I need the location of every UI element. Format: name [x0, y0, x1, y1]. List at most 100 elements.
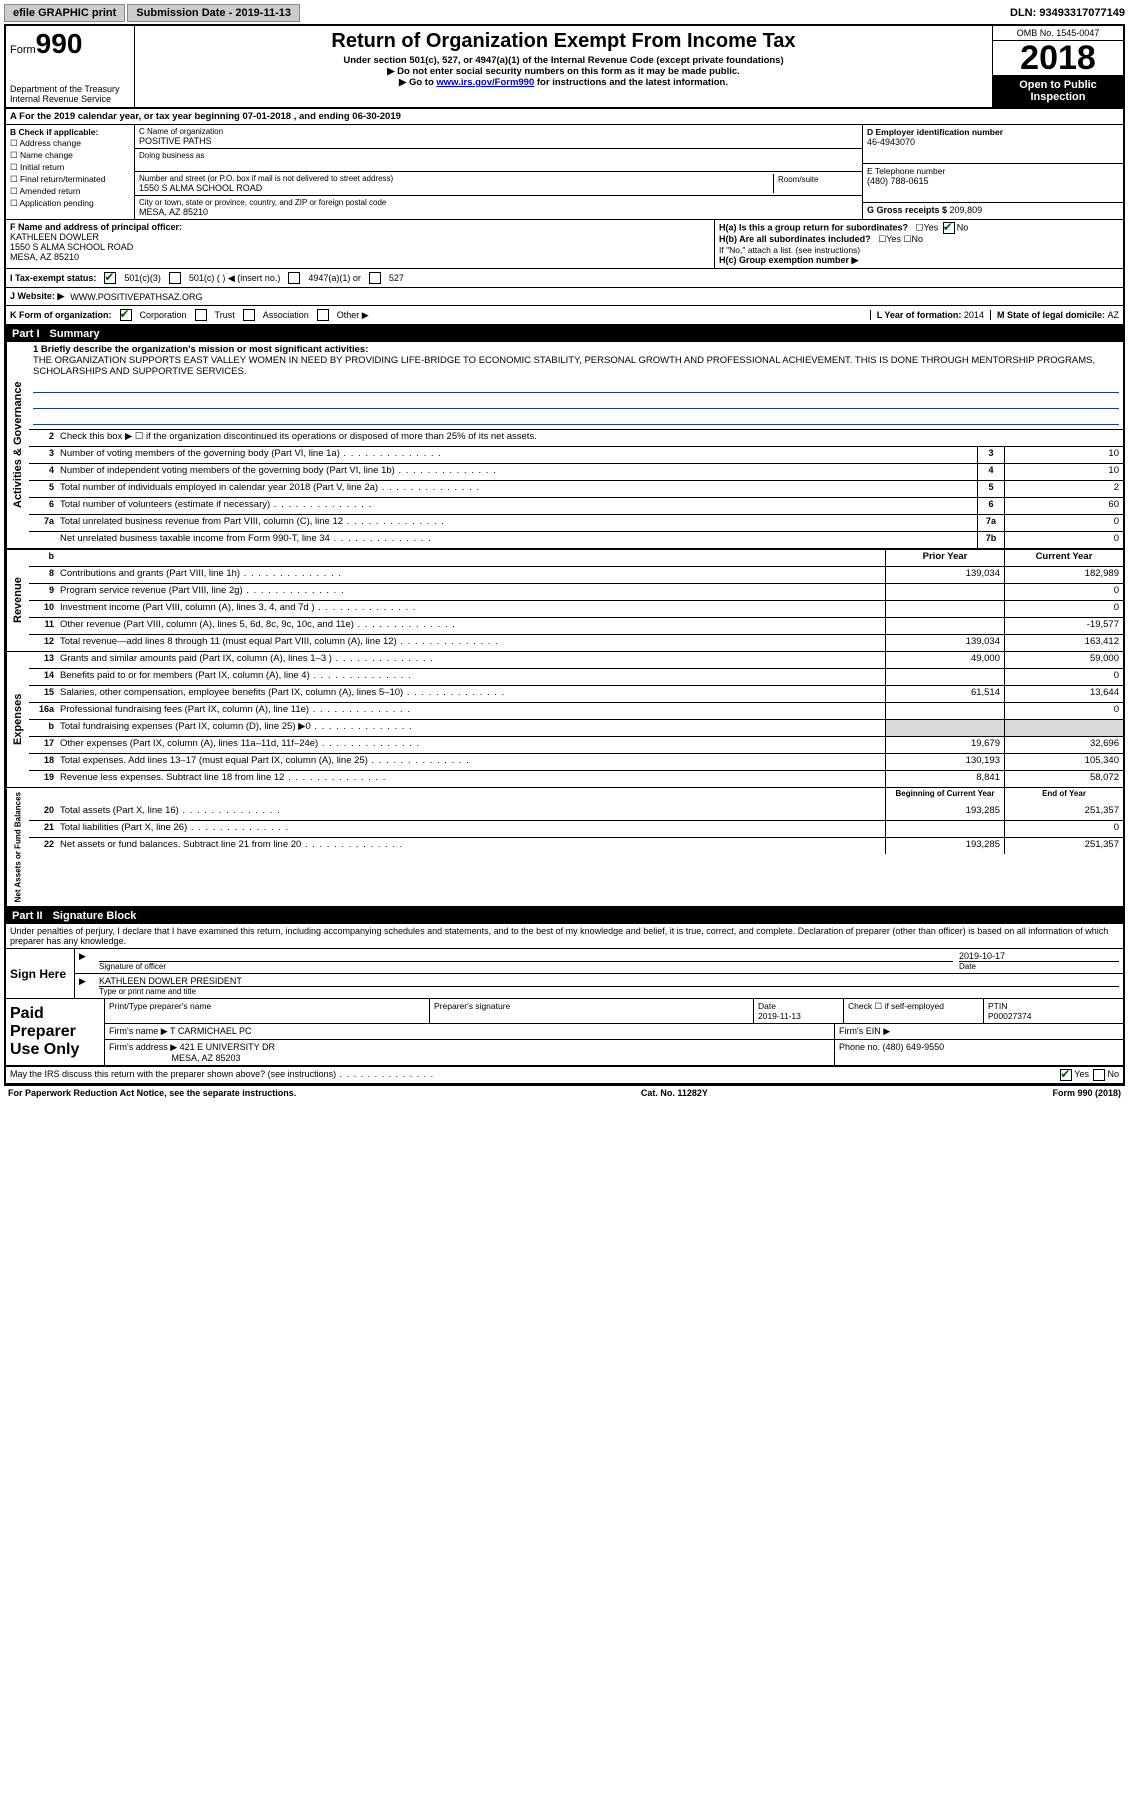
chk-501c3[interactable]	[104, 272, 116, 284]
label-room: Room/suite	[778, 175, 818, 184]
box-b-label: B Check if applicable:	[10, 127, 130, 137]
org-street: 1550 S ALMA SCHOOL ROAD	[139, 183, 773, 193]
h-b-label: H(b) Are all subordinates included?	[719, 234, 871, 244]
sig-name-label: Type or print name and title	[99, 986, 1119, 996]
box-f-officer: F Name and address of principal officer:…	[6, 220, 714, 268]
table-row: 8Contributions and grants (Part VIII, li…	[29, 566, 1123, 583]
state-domicile: AZ	[1107, 310, 1119, 320]
prep-ptin: PTINP00027374	[983, 999, 1123, 1024]
hdr-prior-year: Prior Year	[885, 550, 1004, 566]
chk-501c[interactable]	[169, 272, 181, 284]
firm-phone: Phone no. (480) 649-9550	[834, 1040, 1123, 1065]
prep-self-emp[interactable]: Check ☐ if self-employed	[843, 999, 983, 1024]
ein: 46-4943070	[867, 137, 1119, 147]
table-row: 11Other revenue (Part VIII, column (A), …	[29, 617, 1123, 634]
section-revenue: Revenue b Prior Year Current Year 8Contr…	[6, 550, 1123, 652]
label-city: City or town, state or province, country…	[139, 198, 858, 207]
phone: (480) 788-0615	[867, 176, 1119, 186]
discuss-row: May the IRS discuss this return with the…	[6, 1066, 1123, 1083]
cat-no: Cat. No. 11282Y	[641, 1088, 708, 1098]
part-ii-header: Part II Signature Block	[6, 908, 1123, 924]
efile-print-button[interactable]: efile GRAPHIC print	[4, 4, 125, 22]
chk-other[interactable]	[317, 309, 329, 321]
discuss-no-checkbox[interactable]	[1093, 1069, 1105, 1081]
label-gross: G Gross receipts $	[867, 205, 950, 215]
table-row: 14Benefits paid to or for members (Part …	[29, 668, 1123, 685]
table-row: 21Total liabilities (Part X, line 26)0	[29, 820, 1123, 837]
firm-name: Firm's name ▶ T CARMICHAEL PC	[105, 1024, 834, 1040]
table-row: 6Total number of volunteers (estimate if…	[29, 497, 1123, 514]
side-net-assets: Net Assets or Fund Balances	[6, 788, 29, 906]
h-b-note: If "No," attach a list. (see instruction…	[719, 245, 1119, 255]
prep-name-hdr: Print/Type preparer's name	[105, 999, 429, 1024]
label-street: Number and street (or P.O. box if mail i…	[139, 174, 773, 183]
net-header-row: Beginning of Current Year End of Year	[29, 788, 1123, 804]
firm-address: Firm's address ▶ 421 E UNIVERSITY DR MES…	[105, 1040, 834, 1065]
chk-final-return[interactable]: ☐ Final return/terminated	[10, 174, 130, 185]
chk-address-change[interactable]: ☐ Address change	[10, 138, 130, 149]
paid-preparer-header-row: Print/Type preparer's name Preparer's si…	[105, 999, 1123, 1024]
box-h-group: H(a) Is this a group return for subordin…	[714, 220, 1123, 268]
form-number: Form990	[10, 28, 130, 60]
table-row: 13Grants and similar amounts paid (Part …	[29, 652, 1123, 668]
row-a-tax-year: A For the 2019 calendar year, or tax yea…	[6, 109, 1123, 125]
form-title: Return of Organization Exempt From Incom…	[141, 30, 986, 53]
box-c-name-addr: C Name of organization POSITIVE PATHS Do…	[135, 125, 862, 219]
website-url: WWW.POSITIVEPATHSAZ.ORG	[70, 292, 202, 302]
row-j-website: J Website: ▶ WWW.POSITIVEPATHSAZ.ORG	[6, 288, 1123, 306]
gross-receipts: 209,809	[950, 205, 983, 215]
side-expenses: Expenses	[6, 652, 29, 787]
box-b-checkboxes: B Check if applicable: ☐ Address change …	[6, 125, 135, 219]
dln: DLN: 93493317077149	[1010, 7, 1125, 19]
signature-block: Under penalties of perjury, I declare th…	[6, 924, 1123, 1083]
sign-here-label: Sign Here	[6, 949, 75, 998]
table-row: 19Revenue less expenses. Subtract line 1…	[29, 770, 1123, 787]
paid-preparer-label: Paid Preparer Use Only	[6, 999, 105, 1065]
table-row: 9Program service revenue (Part VIII, lin…	[29, 583, 1123, 600]
chk-4947[interactable]	[288, 272, 300, 284]
row-i-tax-status: I Tax-exempt status: 501(c)(3) 501(c) ( …	[6, 269, 1123, 288]
instructions-link[interactable]: www.irs.gov/Form990	[436, 77, 534, 88]
open-to-public: Open to Public Inspection	[993, 75, 1123, 107]
chk-app-pending[interactable]: ☐ Application pending	[10, 198, 130, 209]
officer-name: KATHLEEN DOWLER	[10, 232, 99, 242]
part-i-header: Part I Summary	[6, 326, 1123, 342]
chk-name-change[interactable]: ☐ Name change	[10, 150, 130, 161]
chk-527[interactable]	[369, 272, 381, 284]
label-dba: Doing business as	[139, 151, 858, 160]
table-row: 22Net assets or fund balances. Subtract …	[29, 837, 1123, 854]
table-row: 5Total number of individuals employed in…	[29, 480, 1123, 497]
sig-date: 2019-10-17	[959, 951, 1119, 961]
form-header: Form990 Department of the Treasury Inter…	[6, 26, 1123, 109]
box-d-e-g: D Employer identification number 46-4943…	[862, 125, 1123, 219]
table-row: 4Number of independent voting members of…	[29, 463, 1123, 480]
col-header-row: b Prior Year Current Year	[29, 550, 1123, 566]
chk-corporation[interactable]	[120, 309, 132, 321]
table-row: bTotal fundraising expenses (Part IX, co…	[29, 719, 1123, 736]
form-990-page: Form990 Department of the Treasury Inter…	[4, 24, 1125, 1085]
discuss-yes-checkbox[interactable]	[1060, 1069, 1072, 1081]
tax-year: 2018	[993, 41, 1123, 75]
chk-association[interactable]	[243, 309, 255, 321]
pra-notice: For Paperwork Reduction Act Notice, see …	[8, 1088, 296, 1098]
table-row: 7aTotal unrelated business revenue from …	[29, 514, 1123, 531]
submission-date: Submission Date - 2019-11-13	[127, 4, 300, 22]
header-title-block: Return of Organization Exempt From Incom…	[135, 26, 992, 107]
chk-trust[interactable]	[195, 309, 207, 321]
chk-initial-return[interactable]: ☐ Initial return	[10, 162, 130, 173]
mission-text: THE ORGANIZATION SUPPORTS EAST VALLEY WO…	[33, 355, 1095, 377]
label-phone: E Telephone number	[867, 166, 1119, 176]
sig-name: KATHLEEN DOWLER PRESIDENT	[99, 976, 1119, 986]
mission-block: 1 Briefly describe the organization's mi…	[29, 342, 1123, 429]
sig-declaration: Under penalties of perjury, I declare th…	[6, 924, 1123, 949]
section-net-assets: Net Assets or Fund Balances Beginning of…	[6, 788, 1123, 908]
side-revenue: Revenue	[6, 550, 29, 651]
h-a-no-checkbox[interactable]	[943, 222, 955, 234]
sig-date-label: Date	[959, 961, 1119, 971]
header-left: Form990 Department of the Treasury Inter…	[6, 26, 135, 107]
table-row: 3Number of voting members of the governi…	[29, 446, 1123, 463]
chk-amended[interactable]: ☐ Amended return	[10, 186, 130, 197]
section-expenses: Expenses 13Grants and similar amounts pa…	[6, 652, 1123, 788]
h-c-label: H(c) Group exemption number ▶	[719, 255, 858, 265]
table-row: Net unrelated business taxable income fr…	[29, 531, 1123, 548]
